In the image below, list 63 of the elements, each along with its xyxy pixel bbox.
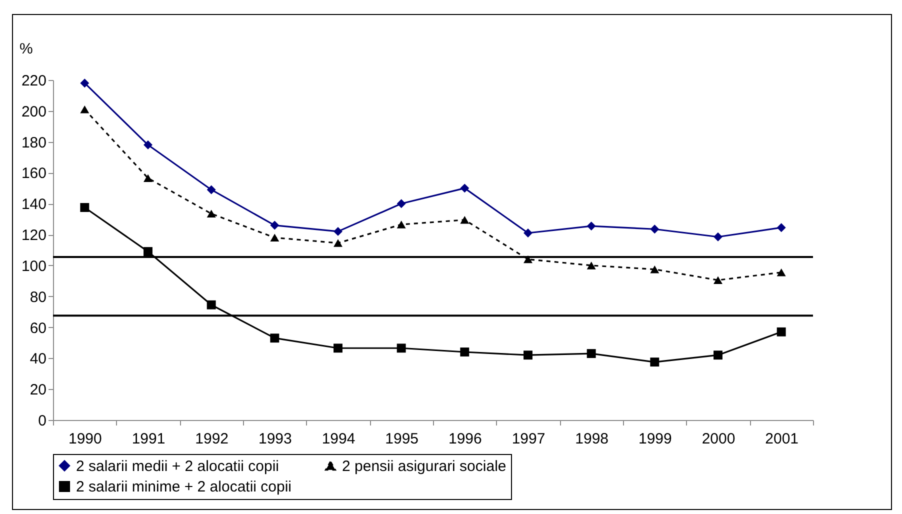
x-tick-label: 1991	[132, 430, 166, 448]
x-tick-label: 1990	[68, 430, 102, 448]
point	[144, 140, 152, 150]
y-tick-label: 0	[38, 412, 46, 430]
point	[586, 222, 596, 231]
x-tick-label: 1995	[385, 430, 419, 448]
point	[334, 344, 342, 353]
y-tick-label: 40	[30, 350, 46, 368]
point	[80, 105, 90, 114]
legend-label: 2 salarii medii + 2 alocatii copii	[76, 458, 280, 475]
point	[144, 247, 152, 256]
y-tick-label: 180	[21, 134, 46, 152]
point	[776, 327, 786, 336]
point	[206, 185, 216, 194]
point	[270, 334, 280, 343]
y-tick-label: 200	[21, 103, 46, 120]
point	[460, 184, 470, 193]
y-tick-label: 220	[21, 72, 46, 90]
point	[396, 344, 406, 353]
x-tick-label: 2001	[765, 430, 799, 448]
x-tick-label: 1993	[258, 430, 292, 448]
point	[334, 226, 342, 236]
point	[334, 239, 342, 247]
x-tick-label: 1998	[575, 430, 609, 448]
y-tick-label: 100	[21, 258, 46, 275]
x-tick-label: 1996	[448, 430, 482, 448]
point	[714, 276, 722, 284]
point	[586, 262, 596, 270]
y-tick-label: 140	[21, 196, 46, 214]
point	[586, 349, 596, 358]
x-tick-label: 1992	[195, 430, 229, 448]
point	[80, 78, 90, 88]
point	[206, 210, 216, 218]
point	[460, 348, 470, 356]
point	[650, 358, 660, 367]
point	[650, 265, 660, 274]
point	[80, 203, 90, 212]
x-tick-label: 1999	[638, 430, 672, 448]
x-tick-label: 2000	[702, 430, 736, 448]
point	[270, 220, 280, 230]
point	[524, 350, 532, 360]
point	[396, 220, 406, 228]
point	[396, 199, 406, 208]
legend-label: 2 salarii minime + 2 alocatii copii	[76, 478, 292, 496]
y-tick-label: 60	[30, 320, 46, 337]
y-tick-label: 120	[21, 227, 46, 244]
y-axis-title: %	[20, 40, 33, 58]
point	[460, 216, 470, 224]
legend-label: 2 pensii asigurari sociale	[342, 458, 506, 475]
point	[524, 228, 532, 238]
point	[714, 232, 722, 242]
x-tick-label: 1994	[322, 430, 356, 448]
point	[776, 223, 786, 232]
point	[714, 350, 722, 360]
point	[206, 300, 216, 310]
y-tick-label: 160	[21, 165, 46, 182]
y-tick-label: 20	[30, 382, 46, 399]
point	[144, 174, 152, 182]
x-tick-label: 1997	[512, 430, 546, 448]
point	[270, 234, 280, 242]
y-tick-label: 80	[30, 288, 46, 306]
point	[650, 224, 660, 234]
point	[776, 268, 786, 276]
